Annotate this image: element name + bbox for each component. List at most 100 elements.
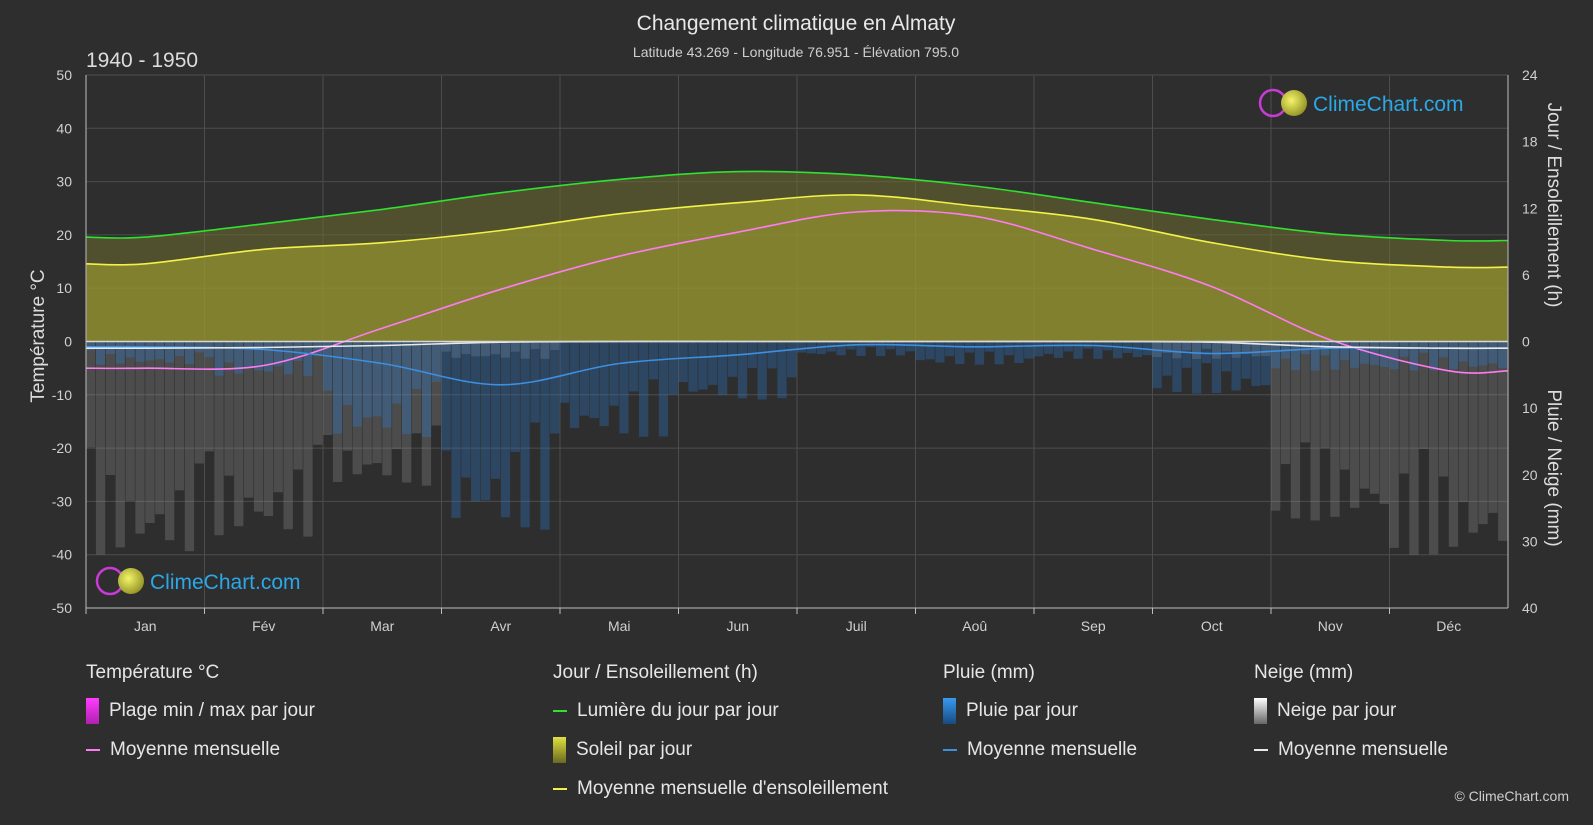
snow-bar <box>500 341 511 358</box>
series-lines <box>85 170 1509 386</box>
snow-bar <box>155 341 165 515</box>
snow-bar <box>224 341 234 476</box>
snow-bar <box>174 341 185 491</box>
legend-snow-mean-label: Moyenne mensuelle <box>1278 739 1449 760</box>
rain-bar <box>787 341 797 378</box>
snow-bar <box>1468 341 1478 533</box>
snow-bar <box>273 341 283 493</box>
rain-bar <box>1350 341 1360 368</box>
y-left-tick-label: 20 <box>56 227 72 243</box>
snow-bar <box>431 341 441 426</box>
brand-logo-top[interactable]: ClimeChart.com <box>1258 88 1464 118</box>
rain-bar <box>579 341 590 416</box>
legend-temperature: Température °C Plage min / max par jour … <box>86 662 315 778</box>
x-tick-label: Jun <box>726 618 749 634</box>
snow-bar <box>253 341 264 512</box>
snow-bar <box>1271 341 1281 511</box>
snow-mean-swatch <box>1254 749 1268 751</box>
snow-bar <box>1399 341 1409 474</box>
rain-bar <box>1043 341 1054 354</box>
rain-bar <box>500 341 511 518</box>
snow-bar <box>1211 341 1222 359</box>
rain-bar <box>204 341 214 357</box>
rain-bar <box>1211 341 1222 394</box>
x-tick-label: Sep <box>1081 618 1106 634</box>
y-left-tick-label: -40 <box>52 547 72 563</box>
rain-bar <box>1399 341 1409 357</box>
legend-temp-range-label: Plage min / max par jour <box>109 700 315 721</box>
legend-snow-daily: Neige par jour <box>1254 698 1448 724</box>
rain-bar <box>1201 341 1212 364</box>
rain-bar <box>698 341 708 390</box>
snow-bar <box>1340 341 1350 470</box>
y-right-top-tick-label: 6 <box>1522 267 1530 283</box>
snow-bar <box>550 341 560 350</box>
y-right-top-tick-label: 12 <box>1522 200 1538 216</box>
legend-rain-daily: Pluie par jour <box>943 698 1137 724</box>
snow-bar <box>1448 341 1459 547</box>
snow-bar <box>303 341 313 537</box>
snow-bar <box>352 341 362 475</box>
y-right-top-tick-label: 0 <box>1522 334 1530 350</box>
snow-bar <box>135 341 145 534</box>
y-left-tick-label: -20 <box>52 440 72 456</box>
copyright: © ClimeChart.com <box>1454 788 1569 804</box>
rain-bar <box>678 341 688 383</box>
legend-sunshine-mean: Moyenne mensuelle d'ensoleillement <box>553 778 888 800</box>
snow-bar <box>471 341 481 357</box>
snow-bar <box>293 341 303 470</box>
sunshine-mean-line <box>85 194 1509 269</box>
snow-bar <box>1172 341 1182 359</box>
rain-bar <box>1290 341 1301 370</box>
snow-bar <box>194 341 204 464</box>
snow-bar <box>86 341 96 448</box>
rain-bar <box>1300 341 1310 355</box>
y-right-top-tick-label: 18 <box>1522 134 1538 150</box>
brand-logo-bottom[interactable]: ClimeChart.com <box>95 566 301 596</box>
rain-bar <box>1053 341 1064 358</box>
legend-daylight-label: Lumière du jour par jour <box>577 700 779 721</box>
legend-rain-label: Pluie par jour <box>966 700 1078 721</box>
rain-bar <box>905 341 915 352</box>
rain-bar <box>1073 341 1083 359</box>
rain-bar <box>727 341 738 377</box>
temp-mean-line <box>85 209 1509 374</box>
rain-bar <box>431 341 441 382</box>
rain-bar <box>342 341 353 405</box>
rain-bar <box>1468 341 1478 367</box>
rain-bar <box>1024 341 1034 359</box>
snow-bar <box>372 341 382 464</box>
snow-bar <box>1290 341 1301 519</box>
snow-bar <box>204 341 214 452</box>
y-left-tick-label: 40 <box>56 120 72 136</box>
rain-bar <box>224 341 234 363</box>
rain-bar <box>569 341 580 428</box>
snow-bar <box>1488 341 1498 513</box>
snow-bar <box>1162 341 1172 353</box>
x-tick-label: Déc <box>1436 618 1461 634</box>
snow-bar <box>540 341 550 359</box>
legend-rain-title: Pluie (mm) <box>943 662 1035 683</box>
snow-bar <box>1231 341 1241 358</box>
snow-bar <box>1409 341 1419 555</box>
snow-bar <box>451 341 461 358</box>
rain-bar <box>1330 341 1340 370</box>
snow-bar <box>234 341 244 527</box>
rain-bar <box>86 341 96 351</box>
rain-bar <box>1409 341 1419 371</box>
rain-bar <box>263 341 274 372</box>
rain-bar <box>737 341 748 399</box>
rain-bar <box>1063 341 1073 352</box>
legend-daylight-line: Lumière du jour par jour <box>553 700 888 722</box>
snow-bar <box>1280 341 1291 465</box>
snow-bar <box>382 341 392 476</box>
rain-bar <box>1004 341 1014 356</box>
rain-bar <box>1429 341 1439 371</box>
y-right-bottom-label: Pluie / Neige (mm) <box>1543 389 1564 546</box>
precip-bars <box>86 341 1508 555</box>
rain-bar <box>589 341 599 419</box>
snow-bar <box>1201 341 1212 349</box>
snow-bar <box>402 341 412 483</box>
rain-bar <box>471 341 481 502</box>
legend-sunshine: Soleil par jour <box>553 737 888 763</box>
